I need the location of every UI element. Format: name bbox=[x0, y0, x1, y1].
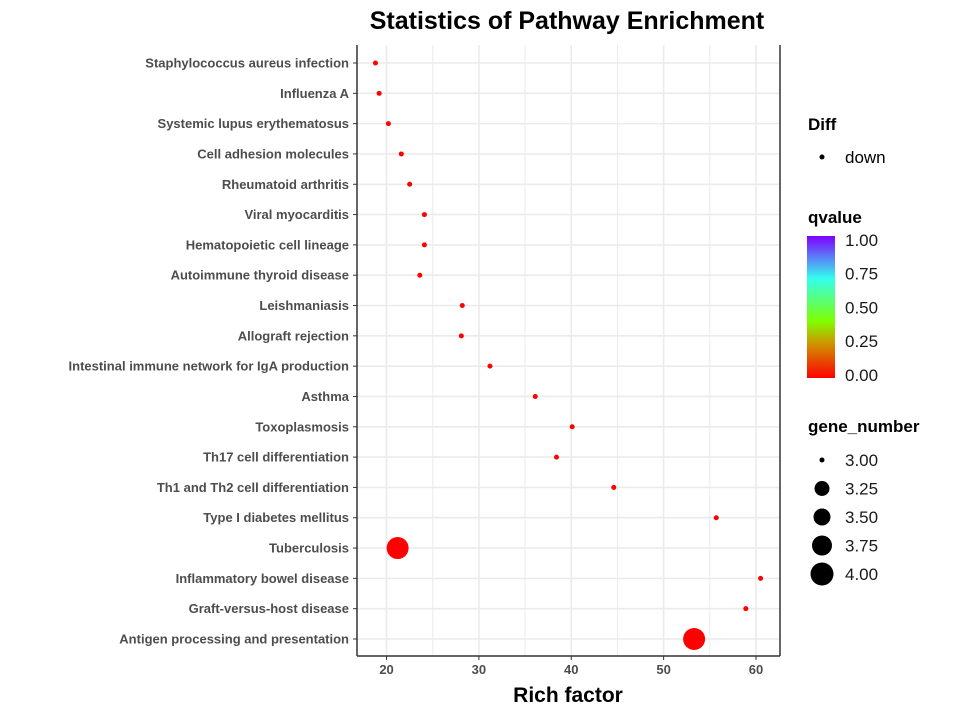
data-point bbox=[386, 537, 409, 560]
y-tick-label: Graft-versus-host disease bbox=[189, 601, 349, 616]
data-point bbox=[459, 303, 465, 309]
legend-qvalue-tick: 0.50 bbox=[845, 298, 878, 317]
y-tick-label: Antigen processing and presentation bbox=[119, 632, 349, 647]
legend-qvalue-title: qvalue bbox=[808, 208, 862, 227]
x-tick-label: 60 bbox=[749, 662, 763, 677]
data-point bbox=[487, 363, 493, 369]
legend-gene-number-label: 4.00 bbox=[845, 565, 878, 584]
legend-gene-number-dot bbox=[814, 481, 830, 496]
data-point bbox=[421, 212, 427, 218]
x-tick-label: 30 bbox=[472, 662, 486, 677]
legend-qvalue-colorbar bbox=[807, 236, 835, 378]
y-tick-label: Cell adhesion molecules bbox=[197, 146, 349, 161]
legend-diff-dot bbox=[819, 154, 825, 160]
legend-qvalue-tick: 0.00 bbox=[845, 366, 878, 385]
plot-panel bbox=[357, 45, 780, 656]
data-point bbox=[458, 333, 464, 339]
data-point bbox=[376, 90, 382, 96]
data-point bbox=[569, 424, 575, 430]
y-tick-label: Tuberculosis bbox=[269, 541, 349, 556]
data-point bbox=[417, 272, 423, 278]
legend-gene-number-title: gene_number bbox=[808, 417, 920, 436]
data-point bbox=[532, 393, 538, 399]
legend-gene-number-label: 3.00 bbox=[845, 451, 878, 470]
data-point bbox=[385, 121, 391, 127]
data-point bbox=[398, 151, 404, 157]
y-tick-label: Viral myocarditis bbox=[244, 207, 349, 222]
legend-qvalue-tick: 1.00 bbox=[845, 231, 878, 250]
y-tick-label: Allograft rejection bbox=[238, 328, 349, 343]
data-point bbox=[743, 606, 749, 612]
y-tick-label: Asthma bbox=[301, 389, 349, 404]
legend-diff-label: down bbox=[845, 148, 886, 167]
y-tick-label: Staphylococcus aureus infection bbox=[145, 56, 349, 71]
x-tick-label: 20 bbox=[379, 662, 393, 677]
y-tick-label: Type I diabetes mellitus bbox=[203, 510, 349, 525]
x-tick-label: 50 bbox=[656, 662, 670, 677]
data-point bbox=[407, 181, 413, 187]
data-point bbox=[713, 515, 719, 521]
legend-gene-number-dot bbox=[819, 457, 825, 463]
legend-gene-number-label: 3.25 bbox=[845, 480, 878, 499]
y-tick-label: Th17 cell differentiation bbox=[203, 450, 349, 465]
data-point bbox=[683, 628, 706, 650]
data-point bbox=[611, 484, 617, 490]
y-tick-label: Leishmaniasis bbox=[259, 298, 349, 313]
data-point bbox=[372, 60, 378, 66]
y-tick-label: Intestinal immune network for IgA produc… bbox=[69, 359, 350, 374]
legend-gene-number-dot bbox=[810, 562, 834, 586]
chart-title: Statistics of Pathway Enrichment bbox=[370, 7, 765, 35]
legend-gene-number-label: 3.50 bbox=[845, 508, 878, 527]
x-tick-label: 40 bbox=[564, 662, 578, 677]
data-point bbox=[421, 242, 427, 248]
y-tick-label: Rheumatoid arthritis bbox=[222, 177, 349, 192]
legend-diff-title: Diff bbox=[808, 115, 837, 134]
y-tick-label: Systemic lupus erythematosus bbox=[158, 116, 349, 131]
legend-qvalue-tick: 0.75 bbox=[845, 265, 878, 284]
y-tick-label: Autoimmune thyroid disease bbox=[171, 268, 349, 283]
y-tick-label: Th1 and Th2 cell differentiation bbox=[157, 480, 349, 495]
legend-gene-number-label: 3.75 bbox=[845, 537, 878, 556]
legend-qvalue-tick: 0.25 bbox=[845, 332, 878, 351]
data-point bbox=[553, 454, 559, 460]
data-point bbox=[758, 575, 764, 581]
x-axis-label: Rich factor bbox=[513, 684, 623, 707]
y-tick-label: Toxoplasmosis bbox=[255, 419, 349, 434]
y-tick-label: Inflammatory bowel disease bbox=[176, 571, 349, 586]
y-tick-label: Influenza A bbox=[280, 86, 349, 101]
legend-gene-number-dot bbox=[813, 508, 831, 526]
legend-gene-number-dot bbox=[812, 535, 832, 556]
y-tick-label: Hematopoietic cell lineage bbox=[186, 237, 349, 252]
